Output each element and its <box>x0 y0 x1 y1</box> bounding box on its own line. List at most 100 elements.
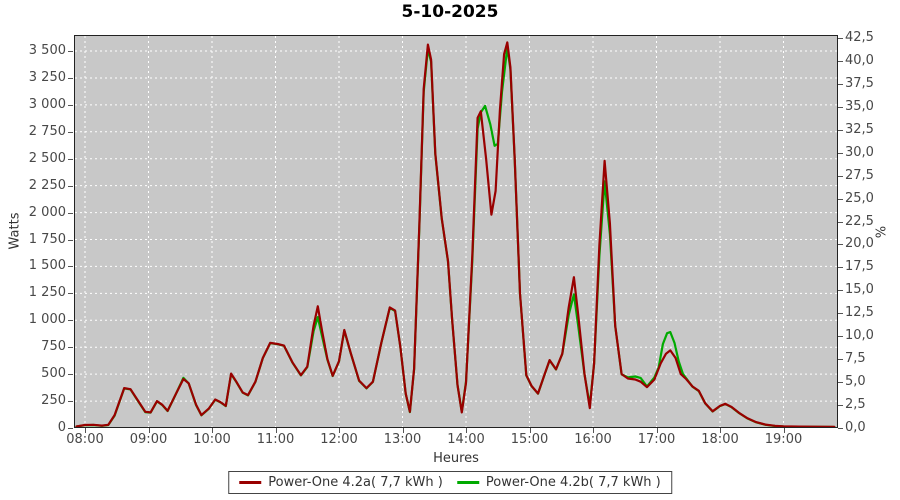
tick-mark <box>68 132 73 133</box>
right-axis-tick-label: 30,0 <box>845 144 874 160</box>
tick-mark <box>720 428 721 433</box>
tick-mark <box>838 199 843 200</box>
left-axis-tick-label: 750 <box>41 339 66 355</box>
x-axis-title: Heures <box>433 451 479 466</box>
tick-mark <box>838 382 843 383</box>
right-axis-tick-label: 0,0 <box>845 420 866 435</box>
tick-mark <box>838 153 843 154</box>
tick-mark <box>68 428 73 429</box>
right-axis-tick-label: 27,5 <box>845 167 874 183</box>
tick-mark <box>276 428 277 433</box>
right-axis-tick-label: 17,5 <box>845 259 874 275</box>
left-axis-tick-label: 500 <box>41 366 66 382</box>
tick-mark <box>838 405 843 406</box>
legend-item-series-a: Power-One 4.2a( 7,7 kWh ) <box>239 475 443 490</box>
legend-label-series-a: Power-One 4.2a( 7,7 kWh ) <box>268 475 443 490</box>
series-line-a <box>75 41 836 427</box>
tick-mark <box>212 428 213 433</box>
tick-mark <box>68 293 73 294</box>
x-axis-tick-label: 11:00 <box>256 432 295 447</box>
tick-mark <box>149 428 150 433</box>
tick-mark <box>838 428 843 429</box>
tick-mark <box>838 290 843 291</box>
left-axis-tick-label: 2 000 <box>28 204 66 220</box>
tick-mark <box>68 320 73 321</box>
tick-mark <box>838 244 843 245</box>
right-axis-tick-label: 2,5 <box>845 397 866 413</box>
left-axis-tick-label: 2 250 <box>28 177 66 193</box>
x-axis-tick-label: 13:00 <box>383 432 422 447</box>
legend-label-series-b: Power-One 4.2b( 7,7 kWh ) <box>485 475 661 490</box>
x-axis-tick-label: 15:00 <box>510 432 549 447</box>
left-axis-tick-label: 0 <box>57 420 66 435</box>
right-axis-tick-label: 5,0 <box>845 374 866 390</box>
tick-mark <box>68 159 73 160</box>
tick-mark <box>838 176 843 177</box>
right-axis-tick-label: 37,5 <box>845 75 874 91</box>
left-axis-tick-label: 1 750 <box>28 231 66 247</box>
right-axis-tick-label: 42,5 <box>845 30 874 46</box>
right-axis-tick-label: 20,0 <box>845 236 874 252</box>
tick-mark <box>838 130 843 131</box>
tick-mark <box>68 347 73 348</box>
right-axis-tick-label: 7,5 <box>845 351 866 367</box>
tick-mark <box>657 428 658 433</box>
x-axis-tick-label: 12:00 <box>320 432 358 447</box>
tick-mark <box>838 107 843 108</box>
left-axis-tick-label: 1 250 <box>28 285 66 301</box>
tick-mark <box>530 428 531 433</box>
left-axis-tick-label: 2 500 <box>28 150 66 166</box>
tick-mark <box>68 105 73 106</box>
tick-mark <box>838 61 843 62</box>
legend-item-series-b: Power-One 4.2b( 7,7 kWh ) <box>456 475 661 490</box>
right-axis-tick-label: 12,5 <box>845 305 874 321</box>
tick-mark <box>838 359 843 360</box>
tick-mark <box>838 336 843 337</box>
tick-mark <box>838 222 843 223</box>
tick-mark <box>68 401 73 402</box>
right-axis-tick-label: 10,0 <box>845 328 874 344</box>
x-axis-tick-label: 19:00 <box>764 432 803 447</box>
x-axis-tick-label: 16:00 <box>574 432 612 447</box>
tick-mark <box>838 84 843 85</box>
right-axis-tick-label: 22,5 <box>845 213 874 229</box>
left-axis-title: Watts <box>7 212 23 250</box>
series-a-color-swatch <box>239 481 262 484</box>
chart-canvas <box>75 36 837 427</box>
plot-area <box>74 35 838 428</box>
tick-mark <box>339 428 340 433</box>
x-axis-tick-label: 17:00 <box>637 432 676 447</box>
left-axis-tick-label: 3 500 <box>28 43 66 58</box>
tick-mark <box>85 428 86 433</box>
right-axis-tick-label: 40,0 <box>845 52 874 68</box>
tick-mark <box>68 240 73 241</box>
tick-mark <box>68 186 73 187</box>
left-axis-tick-label: 3 250 <box>28 69 66 85</box>
right-axis-tick-label: 32,5 <box>845 121 874 137</box>
tick-mark <box>784 428 785 433</box>
left-axis-tick-label: 3 000 <box>28 96 66 112</box>
right-axis-tick-label: 15,0 <box>845 282 874 298</box>
tick-mark <box>838 267 843 268</box>
x-axis-tick-label: 08:00 <box>66 432 104 447</box>
tick-mark <box>68 374 73 375</box>
left-axis-tick-label: 1 000 <box>28 312 66 328</box>
x-axis-tick-label: 09:00 <box>129 432 168 447</box>
legend: Power-One 4.2a( 7,7 kWh ) Power-One 4.2b… <box>228 471 672 494</box>
left-axis-tick-label: 2 750 <box>28 123 66 139</box>
tick-mark <box>68 266 73 267</box>
tick-mark <box>68 51 73 52</box>
left-axis-tick-label: 1 500 <box>28 258 66 274</box>
series-b-color-swatch <box>456 481 479 484</box>
right-axis-tick-label: 35,0 <box>845 98 874 114</box>
tick-mark <box>403 428 404 433</box>
chart-title: 5-10-2025 <box>401 2 499 22</box>
tick-mark <box>68 213 73 214</box>
left-axis-tick-label: 250 <box>41 393 66 409</box>
right-axis-tick-label: 25,0 <box>845 190 874 206</box>
tick-mark <box>466 428 467 433</box>
x-axis-tick-label: 10:00 <box>193 432 231 447</box>
tick-mark <box>68 78 73 79</box>
tick-mark <box>838 313 843 314</box>
